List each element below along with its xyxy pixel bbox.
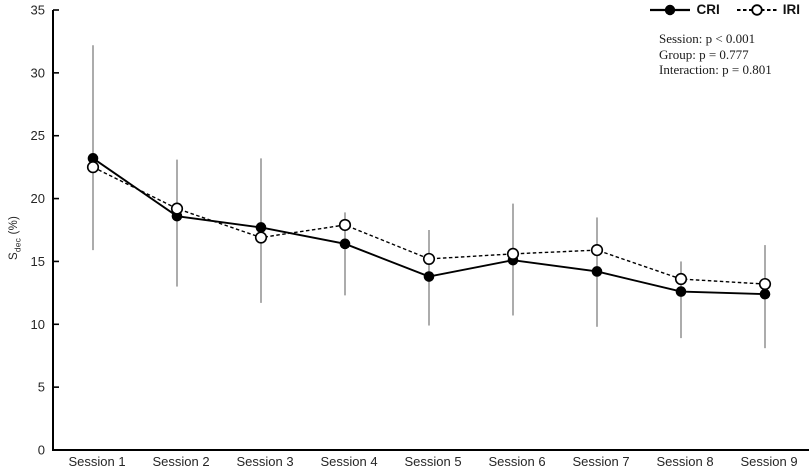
stats-annotation: Session: p < 0.001 Group: p = 0.777 Inte… xyxy=(659,31,772,78)
legend-label-cri: CRI xyxy=(696,2,720,17)
stats-line-session: Session: p < 0.001 xyxy=(659,31,756,46)
iri-data-point xyxy=(170,202,184,215)
cri-data-point xyxy=(87,153,99,164)
iri-data-point xyxy=(422,252,436,266)
y-tick-label: 10 xyxy=(31,317,45,332)
iri-data-point xyxy=(590,244,604,257)
cri-data-point xyxy=(675,286,687,297)
iri-data-point xyxy=(674,272,688,286)
x-category-label: Session 8 xyxy=(656,454,713,469)
cri-data-point xyxy=(591,266,603,277)
x-category-label: Session 7 xyxy=(572,454,629,469)
x-category-label: Session 6 xyxy=(488,454,545,469)
x-category-label: Session 5 xyxy=(404,454,461,469)
iri-data-point xyxy=(758,277,772,291)
legend-label-iri: IRI xyxy=(782,2,800,17)
iri-data-point xyxy=(254,231,268,244)
iri-legend-marker-icon xyxy=(736,3,777,16)
y-tick-label: 20 xyxy=(31,191,45,206)
y-axis-title-subscript: dec xyxy=(12,237,23,253)
x-category-label: Session 4 xyxy=(320,454,377,469)
iri-data-point xyxy=(506,247,520,260)
x-category-label: Session 3 xyxy=(236,454,293,469)
y-tick-label: 25 xyxy=(31,128,45,143)
x-category-label: Session 2 xyxy=(152,454,209,469)
stats-line-group: Group: p = 0.777 xyxy=(659,46,749,62)
iri-data-point xyxy=(86,161,100,174)
cri-data-point xyxy=(339,238,351,250)
cri-legend-marker-icon xyxy=(650,4,691,15)
y-axis-title: Sdec (%) xyxy=(8,215,23,261)
x-category-label: Session 9 xyxy=(740,454,797,469)
cri-data-point xyxy=(255,222,267,233)
y-tick-label: 5 xyxy=(38,380,45,395)
iri-data-point xyxy=(338,218,352,232)
y-tick-label: 30 xyxy=(31,65,45,80)
cri-data-point xyxy=(423,271,435,282)
y-tick-label: 15 xyxy=(31,254,45,269)
cri-data-point xyxy=(759,288,771,300)
y-tick-label: 35 xyxy=(31,3,45,18)
y-tick-label: 0 xyxy=(38,443,45,458)
x-category-label: Session 1 xyxy=(68,454,125,469)
legend: CRI IRI xyxy=(649,2,800,17)
legend-item-iri: IRI xyxy=(736,2,800,17)
iri-series-line xyxy=(92,166,766,285)
stats-line-interaction: Interaction: p = 0.801 xyxy=(659,62,772,77)
legend-item-cri: CRI xyxy=(649,2,720,17)
